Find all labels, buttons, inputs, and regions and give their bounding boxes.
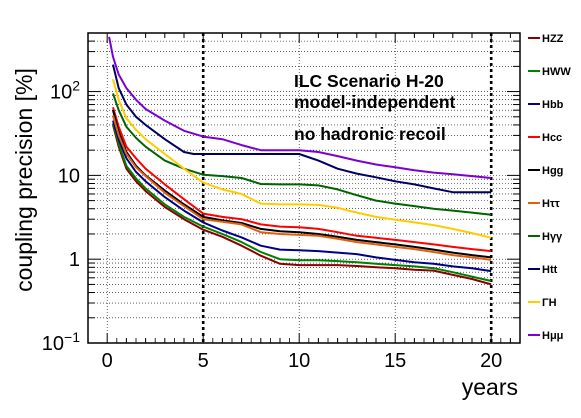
milestone-lines bbox=[201, 33, 493, 343]
series-Hμμ bbox=[108, 36, 492, 179]
y-axis-title: coupling precision [%] bbox=[11, 68, 37, 292]
legend-label-Hγγ: Hγγ bbox=[542, 231, 563, 243]
series-Htt bbox=[112, 64, 492, 194]
x-tick-label: 10 bbox=[288, 350, 310, 372]
legend-label-Htt: Htt bbox=[542, 264, 558, 276]
series-ΓH bbox=[112, 79, 492, 239]
series-HWW bbox=[112, 122, 492, 282]
legend-label-ΓH: ΓH bbox=[542, 297, 557, 309]
series-lines bbox=[108, 36, 492, 286]
legend: HZZ HWW Hbb Hcc Hgg Hττ Hγγ Htt ΓH Hμμ bbox=[528, 33, 571, 342]
y-tick-labels: 10−1 1 10 102 bbox=[42, 78, 80, 355]
y-tick-label: 10−1 bbox=[42, 329, 80, 355]
y-tick-label: 102 bbox=[50, 78, 80, 104]
legend-label-Hgg: Hgg bbox=[542, 165, 563, 177]
legend-label-HZZ: HZZ bbox=[542, 33, 564, 45]
legend-label-Hμμ: Hμμ bbox=[542, 330, 563, 342]
series-Hττ bbox=[112, 115, 492, 261]
y-tick-label: 10 bbox=[58, 165, 80, 187]
annotation-model: model-independent bbox=[294, 92, 456, 112]
series-Hbb bbox=[112, 120, 492, 273]
x-tick-labels: 0 5 10 15 20 bbox=[102, 350, 503, 372]
x-tick-label: 20 bbox=[480, 350, 502, 372]
x-tick-label: 15 bbox=[384, 350, 406, 372]
annotation-scenario: ILC Scenario H-20 bbox=[294, 71, 444, 91]
axis-ticks bbox=[88, 32, 520, 344]
x-tick-label: 0 bbox=[102, 350, 113, 372]
x-axis-title: years bbox=[462, 374, 518, 400]
legend-label-Hττ: Hττ bbox=[542, 198, 560, 210]
x-tick-label: 5 bbox=[198, 350, 209, 372]
legend-label-Hcc: Hcc bbox=[542, 132, 562, 144]
series-HZZ bbox=[112, 124, 492, 286]
legend-label-HWW: HWW bbox=[542, 66, 571, 78]
grid bbox=[88, 33, 520, 343]
y-tick-label: 1 bbox=[69, 249, 80, 271]
annotation-recoil: no hadronic recoil bbox=[294, 124, 446, 144]
legend-label-Hbb: Hbb bbox=[542, 99, 564, 111]
series-Hcc bbox=[112, 107, 492, 253]
series-Hγγ bbox=[112, 93, 492, 216]
